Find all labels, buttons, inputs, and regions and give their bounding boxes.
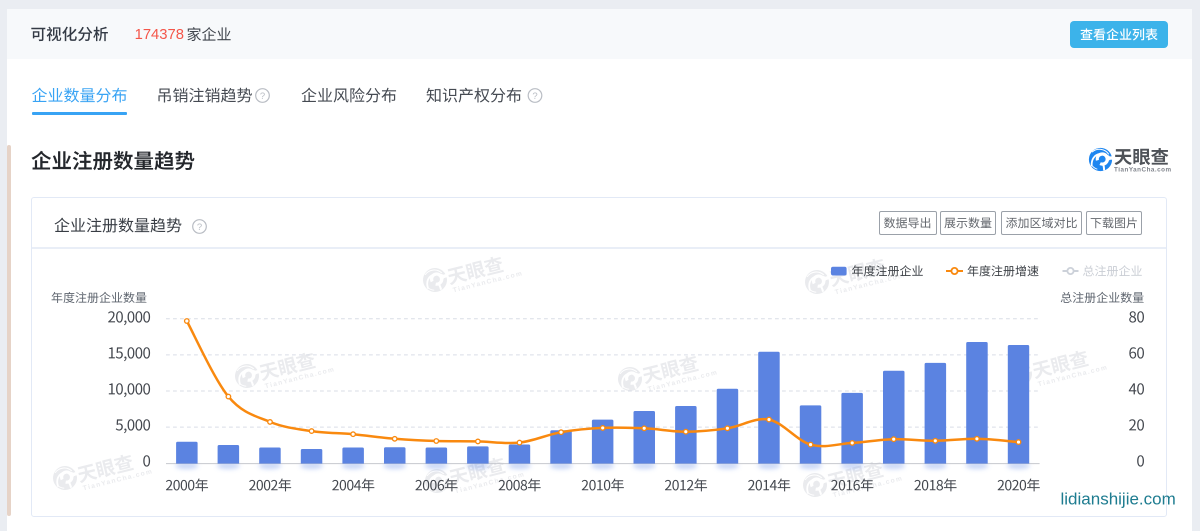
svg-text:lidianshijie.com: lidianshijie.com <box>1061 490 1176 509</box>
svg-text:174378: 174378 <box>135 27 184 43</box>
svg-text:?: ? <box>197 222 202 233</box>
svg-text:?: ? <box>532 91 537 102</box>
svg-text:?: ? <box>260 91 265 102</box>
svg-text:TianYanCha.com: TianYanCha.com <box>1114 166 1172 173</box>
